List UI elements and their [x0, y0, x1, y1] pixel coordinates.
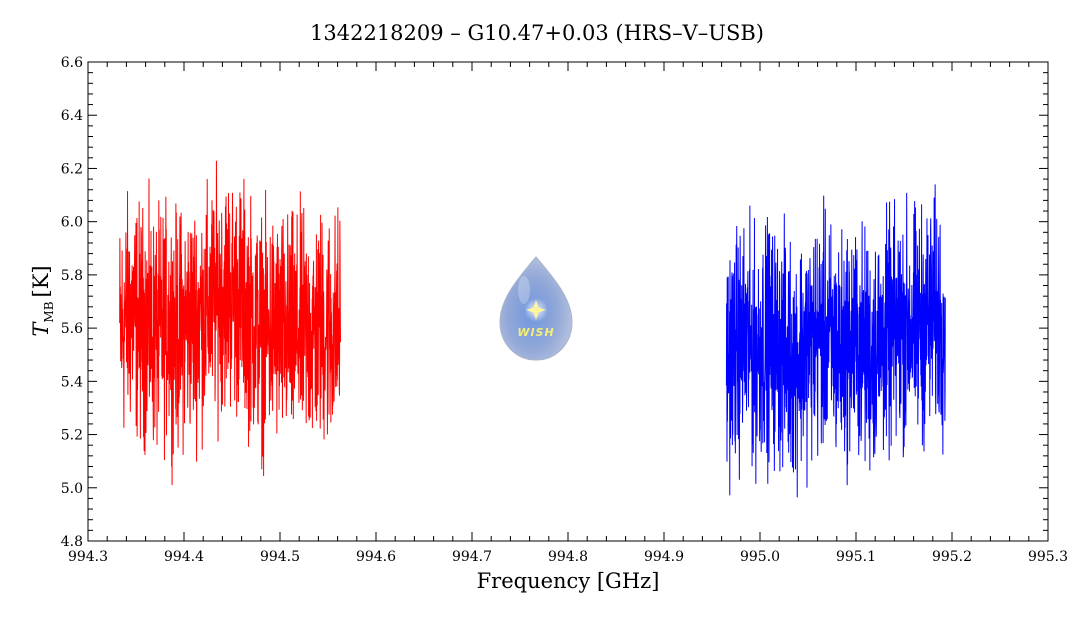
x-tick-label: 994.9	[644, 549, 684, 565]
tick-labels-layer: 994.3 994.4 994.5 994.6 994.7 994.8 994.9 995.0…	[61, 55, 1068, 565]
y-axis-label-unit: [K]	[29, 265, 53, 297]
x-tick-label: 994.6	[356, 549, 396, 565]
x-axis-label: Frequency [GHz]	[477, 569, 660, 593]
logo-text: WISH	[517, 326, 554, 339]
x-tick-label: 994.5	[260, 549, 300, 565]
star-icon	[526, 300, 546, 320]
y-axis-label: TMB [K]	[29, 265, 56, 336]
y-tick-label: 5.2	[61, 428, 83, 444]
svg-text:TMB[K]: TMB [K]	[29, 265, 56, 336]
x-tick-label: 995.3	[1028, 549, 1068, 565]
x-tick-label: 994.4	[164, 549, 204, 565]
wish-logo: WISH	[499, 256, 573, 361]
x-tick-label: 994.8	[548, 549, 588, 565]
x-tick-label: 994.7	[452, 549, 492, 565]
x-tick-label: 994.3	[68, 549, 108, 565]
y-tick-label: 6.4	[61, 108, 83, 124]
y-tick-label: 6.6	[61, 55, 83, 71]
series-layer	[119, 160, 946, 498]
ticks-layer	[87, 61, 1049, 542]
x-tick-label: 995.0	[740, 549, 780, 565]
y-tick-label: 5.6	[61, 321, 83, 337]
y-tick-label: 5.8	[61, 268, 83, 284]
y-tick-label: 5.0	[61, 481, 83, 497]
y-tick-label: 5.4	[61, 374, 83, 390]
y-tick-label: 6.2	[61, 161, 83, 177]
x-tick-label: 995.1	[836, 549, 876, 565]
y-tick-label: 4.8	[61, 534, 83, 550]
y-axis-label-subscript: MB	[42, 301, 56, 322]
spectrum-series-2	[725, 184, 946, 498]
y-axis-label-symbol: T	[29, 321, 53, 337]
x-tick-label: 995.2	[932, 549, 972, 565]
spectrum-series-1	[119, 160, 341, 486]
chart-title: 1342218209 – G10.47+0.03 (HRS–V–USB)	[310, 21, 764, 45]
y-tick-label: 6.0	[61, 215, 83, 231]
